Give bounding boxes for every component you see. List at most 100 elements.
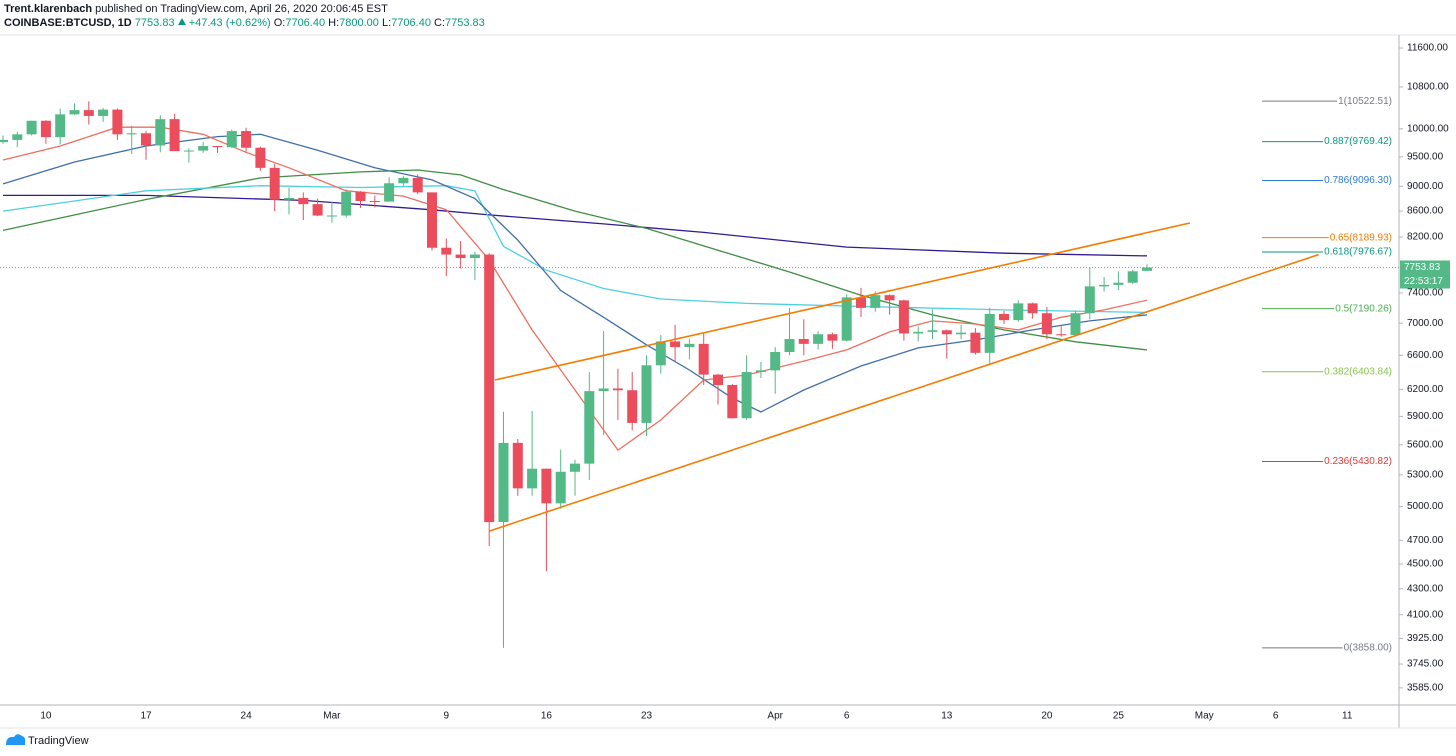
fib-label: 0.887(9769.42) bbox=[1324, 136, 1392, 147]
fib-label: 0.5(7190.26) bbox=[1335, 303, 1392, 314]
y-tick-label: 4300.00 bbox=[1407, 583, 1444, 594]
candle-body bbox=[369, 201, 380, 203]
brand: TradingView bbox=[28, 735, 89, 747]
candle-body bbox=[69, 110, 80, 115]
candle-body bbox=[1127, 271, 1138, 283]
candle-body bbox=[40, 120, 51, 138]
candle-body bbox=[856, 297, 866, 308]
y-tick-label: 6600.00 bbox=[1407, 350, 1444, 361]
x-tick-label: 23 bbox=[641, 711, 653, 722]
moving-average bbox=[2, 185, 1148, 314]
candle-body bbox=[1142, 267, 1152, 271]
candle-body bbox=[112, 109, 123, 135]
y-tick-label: 4700.00 bbox=[1407, 535, 1444, 546]
candle-body bbox=[584, 391, 595, 464]
candle-body bbox=[727, 384, 738, 419]
y-tick-label: 3925.00 bbox=[1407, 633, 1444, 644]
candle-body bbox=[713, 374, 723, 385]
candle-body bbox=[598, 388, 609, 392]
candle-body bbox=[384, 183, 395, 202]
ohlc-value: 7706.40 bbox=[285, 17, 326, 29]
change: +47.43 (+0.62%) bbox=[188, 17, 271, 29]
x-tick-label: 25 bbox=[1113, 711, 1125, 722]
candle-body bbox=[398, 177, 409, 184]
candle-body bbox=[169, 119, 180, 152]
candle-body bbox=[698, 343, 709, 375]
candle-body bbox=[956, 332, 967, 335]
y-tick-label: 8600.00 bbox=[1407, 206, 1444, 217]
candle-body bbox=[684, 343, 695, 348]
y-tick-label: 5300.00 bbox=[1407, 469, 1444, 480]
x-tick-label: 10 bbox=[40, 711, 52, 722]
fib-label: 1(10522.51) bbox=[1338, 96, 1392, 107]
ohlc-name: H: bbox=[328, 17, 340, 29]
x-tick-label: 13 bbox=[941, 711, 953, 722]
candle-body bbox=[555, 471, 566, 504]
candle-body bbox=[55, 114, 66, 138]
candle-body bbox=[755, 370, 766, 373]
candle-body bbox=[927, 330, 938, 332]
last-price-label: 7753.83 bbox=[1404, 262, 1441, 273]
fib-label: 0.786(9096.30) bbox=[1324, 175, 1392, 186]
candle-body bbox=[255, 147, 266, 168]
candle-body bbox=[1099, 284, 1110, 287]
candle-body bbox=[198, 146, 209, 151]
trendline bbox=[494, 222, 1191, 381]
candle-body bbox=[813, 334, 824, 344]
moving-average bbox=[2, 133, 1148, 413]
candle-body bbox=[527, 468, 538, 489]
symbol: COINBASE:BTCUSD, 1D bbox=[4, 17, 132, 29]
x-tick-label: 16 bbox=[541, 711, 553, 722]
candle-body bbox=[999, 313, 1009, 321]
x-tick-label: 20 bbox=[1041, 711, 1053, 722]
x-tick-label: 24 bbox=[241, 711, 253, 722]
y-tick-label: 9500.00 bbox=[1407, 151, 1444, 162]
ohlc-name: C: bbox=[434, 17, 445, 29]
candle-body bbox=[355, 191, 366, 202]
candle-body bbox=[212, 146, 223, 148]
x-tick-label: 9 bbox=[444, 711, 450, 722]
candle-body bbox=[1084, 286, 1095, 314]
y-tick-label: 6200.00 bbox=[1407, 384, 1444, 395]
candle-body bbox=[341, 191, 352, 216]
y-tick-label: 4500.00 bbox=[1407, 559, 1444, 570]
candle-body bbox=[412, 177, 423, 193]
candle-body bbox=[612, 388, 623, 391]
candle-body bbox=[1027, 303, 1038, 314]
candle-body bbox=[83, 110, 94, 116]
candle-body bbox=[1056, 334, 1067, 336]
candle-body bbox=[984, 313, 995, 353]
candle-body bbox=[455, 254, 466, 259]
moving-average bbox=[2, 126, 1148, 452]
candle-body bbox=[741, 372, 752, 419]
candle-body bbox=[498, 442, 509, 523]
moving-average bbox=[3, 194, 1148, 257]
fib-label: 0.236(5430.82) bbox=[1324, 456, 1392, 467]
candle-body bbox=[913, 331, 924, 334]
candle-body bbox=[570, 463, 580, 472]
candle-body bbox=[670, 341, 681, 348]
y-tick-label: 5000.00 bbox=[1407, 501, 1444, 512]
fib-label: 0(3858.00) bbox=[1344, 643, 1392, 654]
x-tick-label: May bbox=[1195, 711, 1214, 722]
candle-body bbox=[784, 339, 795, 353]
x-tick-label: 6 bbox=[1273, 711, 1279, 722]
candle-body bbox=[884, 295, 895, 301]
y-tick-label: 4100.00 bbox=[1407, 609, 1444, 620]
ohlc-name: O: bbox=[273, 17, 286, 29]
candle-body bbox=[226, 131, 237, 148]
candle-body bbox=[155, 119, 166, 146]
candle-body bbox=[1013, 303, 1024, 321]
last-value: 7753.83 bbox=[134, 17, 175, 29]
candle-body bbox=[298, 197, 309, 205]
y-tick-label: 5900.00 bbox=[1407, 411, 1444, 422]
moving-average bbox=[2, 169, 1148, 351]
y-tick-label: 7400.00 bbox=[1407, 288, 1444, 299]
publish-info: published on TradingView.com, April 26, … bbox=[95, 3, 388, 15]
ohlc-value: 7800.00 bbox=[339, 17, 379, 29]
x-tick-label: 6 bbox=[844, 711, 850, 722]
candle-body bbox=[655, 341, 666, 366]
y-tick-label: 9000.00 bbox=[1407, 181, 1444, 192]
ohlc-value: 7706.40 bbox=[391, 17, 431, 29]
